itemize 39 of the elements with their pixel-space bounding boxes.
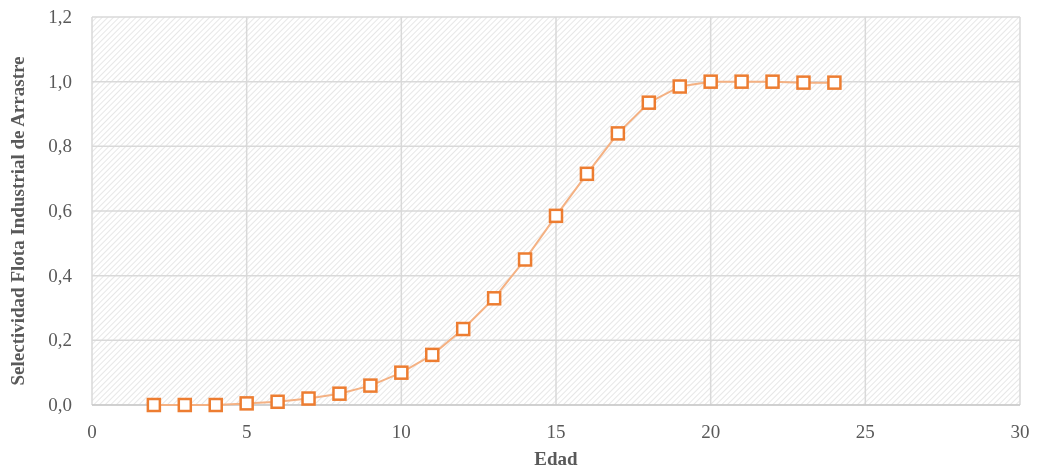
point	[672, 79, 687, 94]
y-tick-label: 1,0	[48, 70, 72, 92]
point	[301, 391, 316, 406]
point	[270, 394, 285, 410]
y-tick-label: 0,4	[48, 264, 73, 286]
point	[455, 321, 471, 337]
point	[208, 397, 223, 413]
point	[610, 126, 626, 141]
point	[394, 365, 409, 380]
point	[177, 397, 193, 413]
x-tick-label: 5	[241, 421, 252, 442]
point	[827, 75, 842, 90]
y-tick-label: 1,2	[48, 6, 72, 27]
point	[146, 397, 162, 413]
point	[579, 166, 595, 182]
y-axis-title: Selectividad Flota Industrial de Arrastre	[7, 56, 28, 386]
x-tick-label: 0	[87, 421, 97, 442]
point	[703, 74, 718, 89]
y-tick-label: 0,2	[48, 329, 72, 351]
point	[548, 208, 564, 224]
x-tick-label: 25	[855, 421, 875, 442]
point	[641, 95, 657, 110]
point	[517, 252, 533, 267]
point	[363, 378, 378, 393]
point	[332, 386, 347, 401]
x-tick-label: 20	[701, 421, 721, 442]
y-tick-label: 0,8	[48, 135, 72, 157]
x-tick-label: 15	[546, 421, 566, 442]
point	[765, 74, 780, 89]
x-tick-label: 30	[1010, 421, 1030, 442]
point	[796, 75, 811, 90]
point	[425, 347, 440, 363]
y-tick-label: 0,0	[48, 394, 72, 415]
point	[486, 291, 502, 306]
point	[239, 396, 254, 411]
y-tick-label: 0,6	[48, 200, 72, 221]
x-axis-title: Edad	[534, 448, 579, 469]
point	[734, 74, 749, 89]
x-tick-label: 10	[391, 421, 411, 442]
